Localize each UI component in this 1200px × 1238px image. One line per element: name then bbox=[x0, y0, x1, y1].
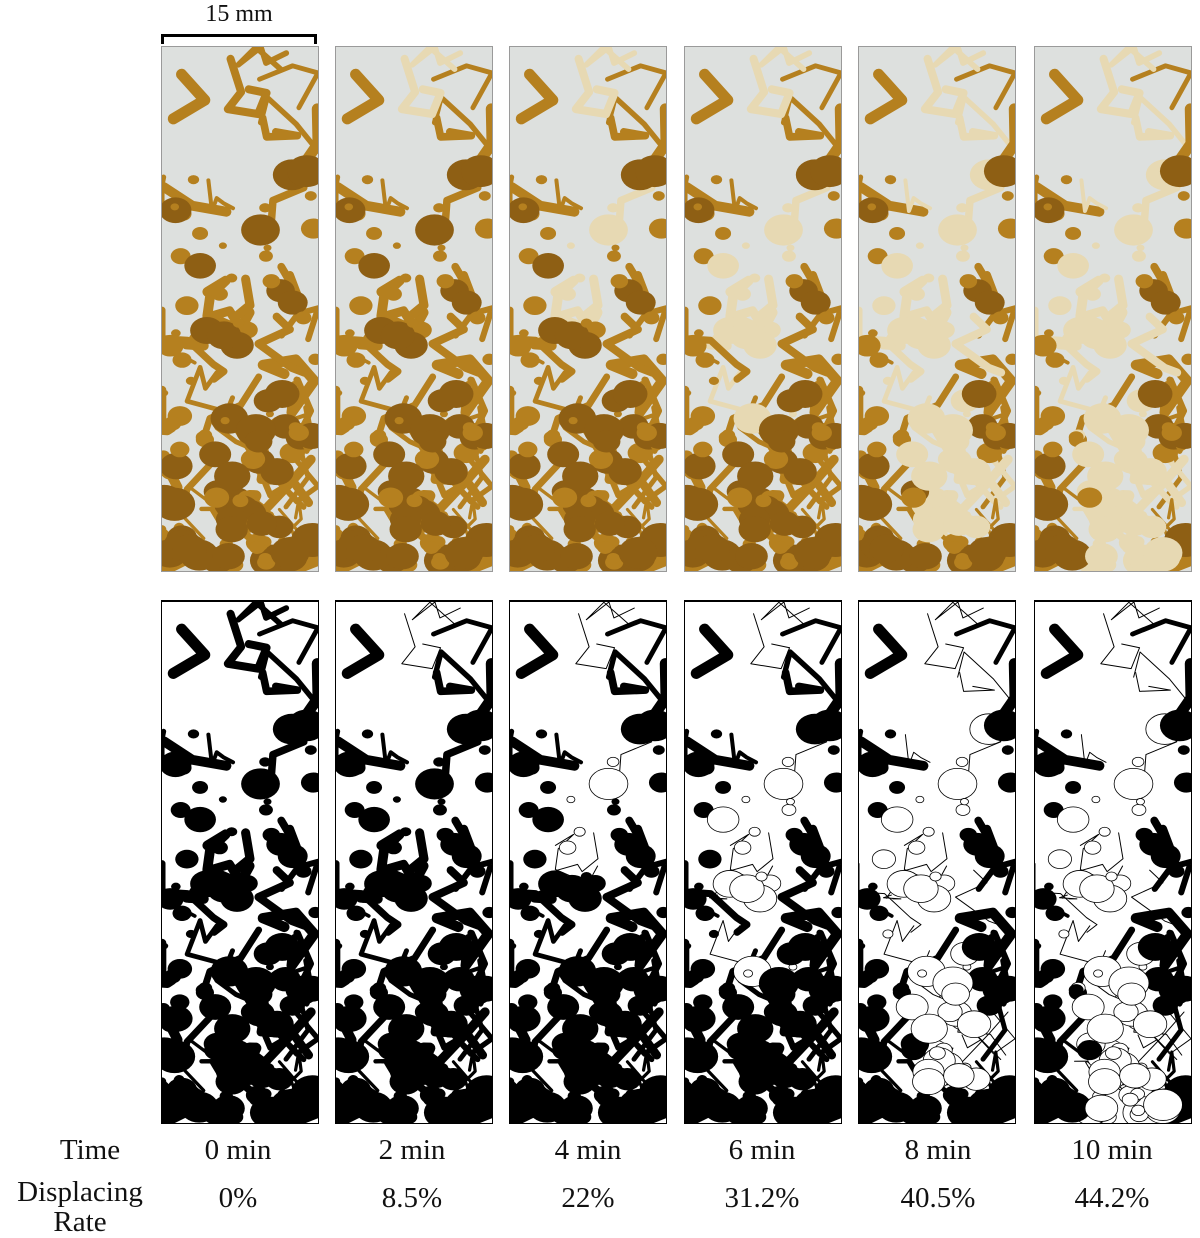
time-row-label: Time bbox=[59, 1134, 121, 1166]
rate-value: 44.2% bbox=[1074, 1182, 1150, 1214]
time-value: 10 min bbox=[1071, 1134, 1153, 1166]
rate-value: 40.5% bbox=[900, 1182, 976, 1214]
micromodel-binary-0 bbox=[161, 600, 319, 1124]
scale-bar-tick-right bbox=[314, 34, 317, 44]
micromodel-photo-0 bbox=[161, 46, 319, 572]
rate-value: 8.5% bbox=[381, 1182, 443, 1214]
scale-bar: 15 mm bbox=[161, 0, 317, 46]
time-value: 0 min bbox=[204, 1134, 272, 1166]
micromodel-binary-1 bbox=[335, 600, 493, 1124]
micromodel-binary-4 bbox=[858, 600, 1016, 1124]
micromodel-photo-4 bbox=[858, 46, 1016, 572]
rate-value: 22% bbox=[561, 1182, 615, 1214]
micromodel-photo-2 bbox=[509, 46, 667, 572]
micromodel-binary-3 bbox=[684, 600, 842, 1124]
micromodel-binary-5 bbox=[1034, 600, 1192, 1124]
scale-bar-tick-left bbox=[161, 34, 164, 44]
micromodel-binary-2 bbox=[509, 600, 667, 1124]
scale-bar-label: 15 mm bbox=[205, 1, 273, 27]
rate-value: 0% bbox=[218, 1182, 258, 1214]
rate-row-label-line1: Displacing bbox=[17, 1176, 143, 1208]
time-value: 4 min bbox=[554, 1134, 622, 1166]
micromodel-photo-1 bbox=[335, 46, 493, 572]
time-value: 6 min bbox=[728, 1134, 796, 1166]
time-value: 8 min bbox=[904, 1134, 972, 1166]
rate-row-label-line2: Rate bbox=[53, 1206, 107, 1238]
micromodel-photo-3 bbox=[684, 46, 842, 572]
time-value: 2 min bbox=[378, 1134, 446, 1166]
rate-value: 31.2% bbox=[724, 1182, 800, 1214]
micromodel-photo-5 bbox=[1034, 46, 1192, 572]
scale-bar-line bbox=[161, 34, 317, 37]
